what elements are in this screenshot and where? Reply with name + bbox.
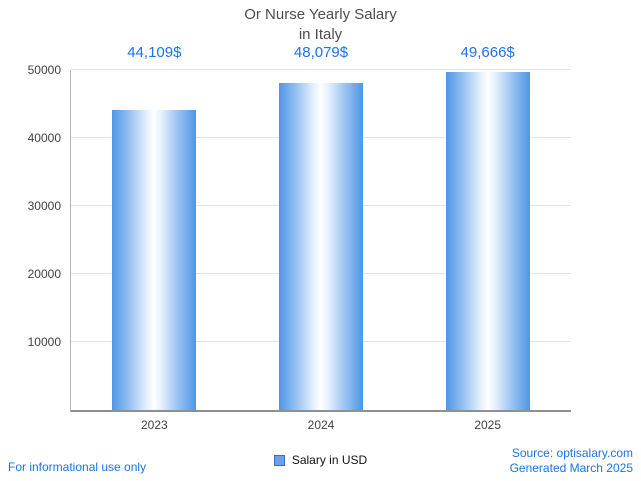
y-axis-tick-label: 30000	[27, 198, 61, 213]
y-axis-tick-label: 50000	[27, 62, 61, 77]
x-axis-tick-label: 2023	[140, 418, 168, 432]
x-axis-tick-label: 2024	[307, 418, 335, 432]
bar-slot-2025: 49,666$ 2025	[404, 44, 571, 432]
bar-2023	[112, 110, 197, 410]
bars-container: 44,109$ 2023 48,079$ 2024 49,666$ 2025	[71, 44, 571, 432]
chart-title-line2: in Italy	[298, 25, 343, 43]
generated-text: Generated March 2025	[509, 461, 633, 476]
bar-value-label: 49,666$	[460, 44, 515, 61]
source-block: Source: optisalary.com Generated March 2…	[510, 446, 633, 477]
bar-2024	[279, 83, 363, 410]
legend: Salary in USD	[0, 453, 641, 467]
plot-area: 10000 20000 30000 40000 50000 44,109$ 20…	[28, 44, 571, 432]
y-axis-tick-label: 20000	[27, 266, 61, 281]
x-axis-tick-label: 2025	[474, 418, 502, 432]
bar-value-label: 44,109$	[127, 44, 182, 61]
bar-value-label: 48,079$	[293, 44, 349, 61]
gridline: 50000	[28, 63, 571, 77]
chart-title-line1: Or Nurse Yearly Salary	[244, 6, 397, 23]
bar-slot-2023: 44,109$ 2023	[71, 44, 238, 432]
source-text: Source: optisalary.com	[511, 445, 633, 460]
y-axis-tick-label: 10000	[27, 334, 61, 349]
legend-label: Salary in USD	[291, 453, 368, 467]
chart-title: Or Nurse Yearly Salary in Italy	[0, 5, 641, 44]
y-axis-tick-label: 40000	[27, 130, 61, 145]
bar-2025	[445, 72, 530, 410]
legend-swatch-icon	[273, 454, 285, 466]
bar-slot-2024: 48,079$ 2024	[238, 44, 405, 432]
disclaimer-text: For informational use only	[8, 460, 147, 474]
